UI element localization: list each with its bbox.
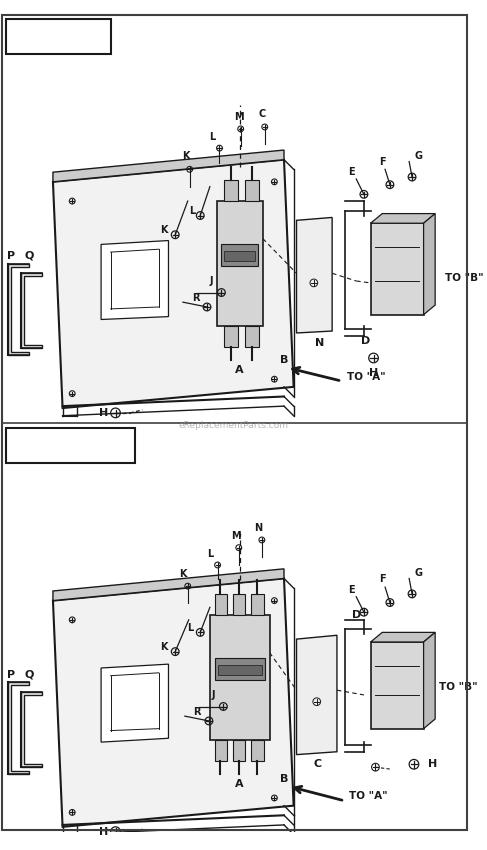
Bar — [222, 245, 258, 265]
Bar — [225, 326, 238, 348]
Text: D: D — [361, 336, 371, 346]
Polygon shape — [21, 692, 42, 768]
Text: eReplacementParts.com: eReplacementParts.com — [179, 421, 289, 430]
Polygon shape — [101, 241, 169, 320]
Bar — [218, 665, 262, 675]
Text: H: H — [99, 408, 109, 418]
Polygon shape — [53, 150, 284, 182]
Text: C: C — [258, 110, 265, 120]
Text: L: L — [207, 549, 213, 559]
Bar — [245, 326, 259, 348]
Polygon shape — [21, 274, 42, 348]
Text: J: J — [212, 690, 215, 700]
Text: H: H — [369, 368, 378, 378]
Text: L: L — [189, 206, 196, 216]
Polygon shape — [371, 213, 435, 224]
Text: J: J — [210, 276, 213, 286]
Text: CC/FG (3P): CC/FG (3P) — [28, 439, 112, 454]
Text: R: R — [194, 707, 201, 717]
Text: P: P — [7, 251, 16, 261]
Text: K: K — [179, 569, 187, 579]
Bar — [215, 594, 227, 615]
Text: H: H — [429, 759, 438, 769]
Bar — [225, 180, 238, 201]
Text: B: B — [280, 774, 288, 784]
Text: TO "A": TO "A" — [347, 372, 385, 382]
Text: E: E — [348, 167, 355, 177]
Text: N: N — [315, 337, 324, 348]
Bar — [233, 740, 245, 762]
Text: A: A — [235, 779, 244, 789]
Text: F: F — [379, 156, 386, 167]
Bar — [245, 180, 259, 201]
Bar — [215, 659, 265, 679]
Bar — [251, 740, 264, 762]
Text: R: R — [192, 293, 199, 303]
Bar — [251, 594, 264, 615]
Text: TO "B": TO "B" — [445, 273, 484, 283]
Text: CC (2P): CC (2P) — [29, 31, 87, 44]
Bar — [215, 740, 227, 762]
Text: TO "B": TO "B" — [439, 683, 478, 692]
Polygon shape — [53, 579, 294, 827]
Polygon shape — [101, 664, 169, 742]
Text: L: L — [208, 132, 215, 142]
Text: D: D — [352, 610, 361, 620]
Text: A: A — [235, 365, 244, 375]
Text: F: F — [379, 575, 386, 585]
Bar — [210, 615, 270, 740]
Text: Q: Q — [24, 670, 34, 680]
Text: K: K — [160, 225, 168, 235]
Text: B: B — [280, 355, 288, 365]
Bar — [233, 594, 245, 615]
Text: M: M — [234, 112, 244, 122]
Polygon shape — [297, 635, 337, 755]
Text: G: G — [415, 568, 423, 578]
Bar — [371, 224, 424, 314]
Text: H: H — [99, 827, 109, 836]
Polygon shape — [8, 683, 29, 774]
Text: TO "A": TO "A" — [349, 791, 387, 801]
Text: M: M — [231, 531, 241, 541]
Polygon shape — [297, 218, 332, 333]
Text: K: K — [182, 150, 189, 161]
Polygon shape — [53, 569, 284, 601]
Polygon shape — [371, 632, 435, 642]
Text: K: K — [160, 642, 168, 652]
Text: G: G — [415, 150, 423, 161]
Text: N: N — [254, 524, 262, 534]
Polygon shape — [424, 213, 435, 314]
Bar — [217, 201, 263, 326]
Text: L: L — [187, 622, 194, 632]
Polygon shape — [424, 632, 435, 728]
Text: E: E — [348, 585, 355, 595]
Bar — [225, 251, 255, 261]
Bar — [371, 642, 424, 728]
Text: C: C — [314, 759, 322, 769]
FancyBboxPatch shape — [6, 19, 111, 54]
FancyBboxPatch shape — [6, 428, 135, 463]
Polygon shape — [53, 160, 294, 408]
Text: Q: Q — [24, 251, 34, 261]
Polygon shape — [8, 264, 29, 355]
Text: P: P — [7, 670, 16, 680]
